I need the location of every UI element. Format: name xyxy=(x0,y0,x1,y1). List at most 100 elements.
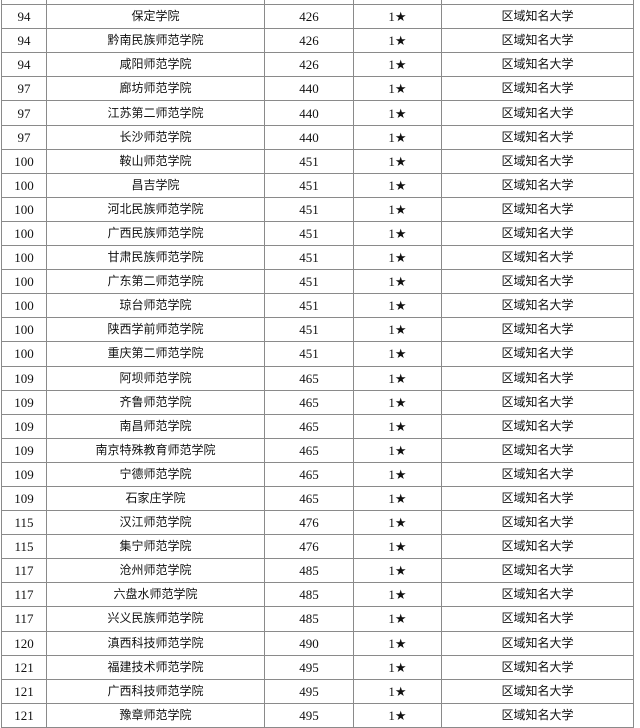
level-cell: 区域知名大学 xyxy=(441,437,634,463)
table-row: 115 汉江师范学院 476 1★ 区域知名大学 xyxy=(1,510,634,536)
score-cell: 451 xyxy=(264,148,354,174)
table-row: 117 沧州师范学院 485 1★ 区域知名大学 xyxy=(1,558,634,584)
table-row: 109 阿坝师范学院 465 1★ 区域知名大学 xyxy=(1,365,634,391)
score-cell: 440 xyxy=(264,124,354,150)
score-cell: 485 xyxy=(264,582,354,608)
level-cell: 区域知名大学 xyxy=(441,678,634,704)
star-rating-cell: 1★ xyxy=(353,148,442,174)
rank-cell: 117 xyxy=(1,582,47,608)
table-row: 109 石家庄学院 465 1★ 区域知名大学 xyxy=(1,485,634,512)
level-cell: 区域知名大学 xyxy=(441,196,634,222)
university-name-cell: 南昌师范学院 xyxy=(46,413,265,439)
table-row: 121 福建技术师范学院 495 1★ 区域知名大学 xyxy=(1,654,634,680)
score-cell: 465 xyxy=(264,437,354,463)
university-name-cell: 长沙师范学院 xyxy=(46,124,265,150)
score-cell: 465 xyxy=(264,389,354,415)
rank-cell: 115 xyxy=(1,534,47,560)
table-row: 100 重庆第二师范学院 451 1★ 区域知名大学 xyxy=(1,341,634,367)
rank-cell: 94 xyxy=(1,52,47,78)
university-name-cell: 保定学院 xyxy=(46,4,265,30)
table-row: 97 江苏第二师范学院 440 1★ 区域知名大学 xyxy=(1,100,634,126)
table-row: 94 黔南民族师范学院 426 1★ 区域知名大学 xyxy=(1,28,634,54)
star-rating-cell: 1★ xyxy=(353,702,442,728)
level-cell: 区域知名大学 xyxy=(441,124,634,150)
rank-cell: 100 xyxy=(1,269,47,295)
score-cell: 485 xyxy=(264,558,354,584)
score-cell: 451 xyxy=(264,196,354,222)
level-cell: 区域知名大学 xyxy=(441,485,634,512)
rank-cell: 109 xyxy=(1,485,47,512)
score-cell: 451 xyxy=(264,220,354,247)
university-name-cell: 河北民族师范学院 xyxy=(46,196,265,222)
score-cell: 465 xyxy=(264,413,354,439)
star-rating-cell: 1★ xyxy=(353,582,442,608)
table-row: 100 甘肃民族师范学院 451 1★ 区域知名大学 xyxy=(1,245,634,271)
table-row: 100 昌吉学院 451 1★ 区域知名大学 xyxy=(1,172,634,198)
university-name-cell: 琼台师范学院 xyxy=(46,293,265,319)
level-cell: 区域知名大学 xyxy=(441,654,634,680)
rank-cell: 120 xyxy=(1,630,47,656)
level-cell: 区域知名大学 xyxy=(441,341,634,367)
score-cell: 451 xyxy=(264,172,354,198)
table-row: 109 齐鲁师范学院 465 1★ 区域知名大学 xyxy=(1,389,634,415)
star-rating-cell: 1★ xyxy=(353,76,442,102)
university-name-cell: 滇西科技师范学院 xyxy=(46,630,265,656)
rank-cell: 109 xyxy=(1,389,47,415)
star-rating-cell: 1★ xyxy=(353,678,442,704)
university-name-cell: 汉江师范学院 xyxy=(46,510,265,536)
star-rating-cell: 1★ xyxy=(353,124,442,150)
table-row: 115 集宁师范学院 476 1★ 区域知名大学 xyxy=(1,534,634,560)
rank-cell: 109 xyxy=(1,437,47,463)
level-cell: 区域知名大学 xyxy=(441,269,634,295)
rank-cell: 100 xyxy=(1,148,47,174)
rank-cell: 97 xyxy=(1,124,47,150)
university-name-cell: 广西民族师范学院 xyxy=(46,220,265,247)
table-row: 121 广西科技师范学院 495 1★ 区域知名大学 xyxy=(1,678,634,704)
score-cell: 495 xyxy=(264,702,354,728)
star-rating-cell: 1★ xyxy=(353,317,442,343)
rank-cell: 117 xyxy=(1,558,47,584)
score-cell: 451 xyxy=(264,293,354,319)
star-rating-cell: 1★ xyxy=(353,245,442,271)
star-rating-cell: 1★ xyxy=(353,654,442,680)
table-row: 100 陕西学前师范学院 451 1★ 区域知名大学 xyxy=(1,317,634,343)
table-row: 117 兴义民族师范学院 485 1★ 区域知名大学 xyxy=(1,606,634,632)
university-name-cell: 黔南民族师范学院 xyxy=(46,28,265,54)
university-name-cell: 江苏第二师范学院 xyxy=(46,100,265,126)
table-row: 100 鞍山师范学院 451 1★ 区域知名大学 xyxy=(1,148,634,174)
score-cell: 440 xyxy=(264,76,354,102)
star-rating-cell: 1★ xyxy=(353,606,442,632)
star-rating-cell: 1★ xyxy=(353,534,442,560)
university-name-cell: 鞍山师范学院 xyxy=(46,148,265,174)
star-rating-cell: 1★ xyxy=(353,437,442,463)
university-name-cell: 廊坊师范学院 xyxy=(46,76,265,102)
level-cell: 区域知名大学 xyxy=(441,293,634,319)
level-cell: 区域知名大学 xyxy=(441,76,634,102)
star-rating-cell: 1★ xyxy=(353,461,442,487)
table-row: 117 六盘水师范学院 485 1★ 区域知名大学 xyxy=(1,582,634,608)
university-name-cell: 宁德师范学院 xyxy=(46,461,265,487)
score-cell: 490 xyxy=(264,630,354,656)
table-row: 94 保定学院 426 1★ 区域知名大学 xyxy=(1,4,634,30)
star-rating-cell: 1★ xyxy=(353,389,442,415)
university-name-cell: 广东第二师范学院 xyxy=(46,269,265,295)
level-cell: 区域知名大学 xyxy=(441,52,634,78)
star-rating-cell: 1★ xyxy=(353,269,442,295)
table-row: 97 长沙师范学院 440 1★ 区域知名大学 xyxy=(1,124,634,150)
university-name-cell: 齐鲁师范学院 xyxy=(46,389,265,415)
star-rating-cell: 1★ xyxy=(353,52,442,78)
star-rating-cell: 1★ xyxy=(353,365,442,391)
score-cell: 451 xyxy=(264,269,354,295)
rank-cell: 100 xyxy=(1,293,47,319)
level-cell: 区域知名大学 xyxy=(441,317,634,343)
rank-cell: 100 xyxy=(1,341,47,367)
rank-cell: 109 xyxy=(1,461,47,487)
score-cell: 451 xyxy=(264,317,354,343)
star-rating-cell: 1★ xyxy=(353,220,442,247)
university-name-cell: 甘肃民族师范学院 xyxy=(46,245,265,271)
rank-cell: 100 xyxy=(1,220,47,247)
score-cell: 426 xyxy=(264,28,354,54)
level-cell: 区域知名大学 xyxy=(441,413,634,439)
level-cell: 区域知名大学 xyxy=(441,534,634,560)
